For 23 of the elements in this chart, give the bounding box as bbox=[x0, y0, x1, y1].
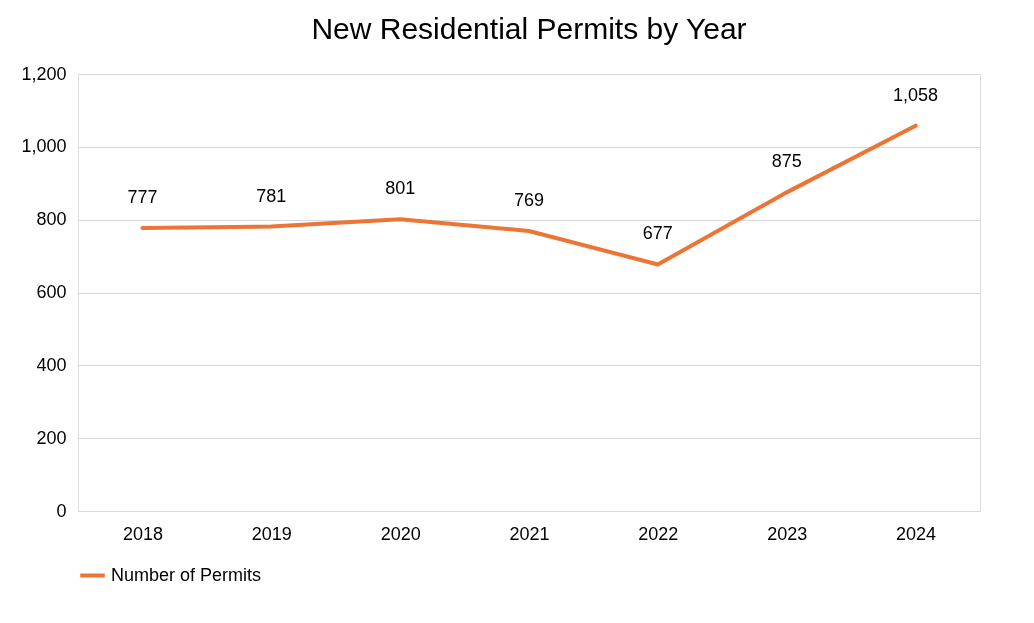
y-tick-label: 1,200 bbox=[21, 63, 67, 84]
legend-label: Number of Permits bbox=[111, 564, 262, 585]
data-label: 875 bbox=[771, 151, 802, 172]
data-label: 777 bbox=[127, 187, 158, 208]
x-tick-label: 2018 bbox=[122, 523, 163, 544]
x-tick-label: 2020 bbox=[380, 523, 421, 544]
x-tick-label: 2023 bbox=[767, 523, 808, 544]
x-tick-label: 2024 bbox=[896, 523, 937, 544]
y-tick-label: 400 bbox=[36, 354, 67, 375]
x-tick-label: 2019 bbox=[251, 523, 292, 544]
chart-title: New Residential Permits by Year bbox=[311, 12, 747, 45]
data-label: 801 bbox=[385, 178, 416, 199]
data-label: 769 bbox=[513, 189, 545, 210]
y-tick-label: 0 bbox=[56, 500, 67, 521]
data-label: 677 bbox=[642, 223, 673, 244]
y-tick-label: 1,000 bbox=[21, 136, 67, 157]
y-tick-label: 200 bbox=[36, 427, 67, 448]
y-tick-label: 600 bbox=[36, 282, 67, 302]
x-tick-label: 2022 bbox=[638, 523, 679, 544]
y-tick-label: 800 bbox=[36, 209, 67, 230]
x-tick-label: 2021 bbox=[509, 523, 550, 544]
data-label: 1,058 bbox=[893, 84, 939, 105]
data-label: 781 bbox=[256, 185, 287, 206]
